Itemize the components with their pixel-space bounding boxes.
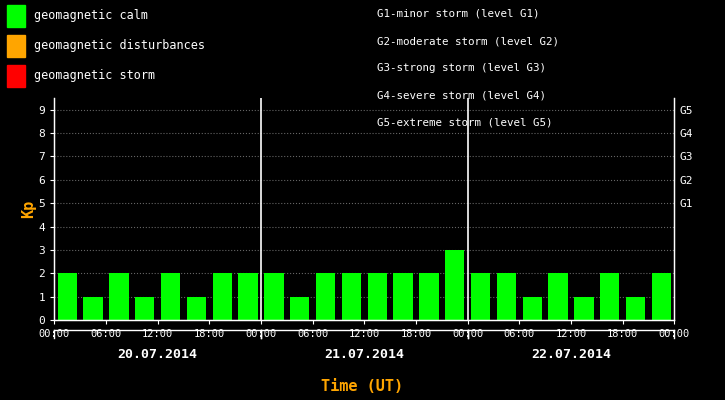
Bar (626, 297, 645, 320)
Bar (135, 297, 154, 320)
Text: Time (UT): Time (UT) (321, 379, 404, 394)
Bar (161, 273, 181, 320)
Bar (548, 273, 568, 320)
Text: G5-extreme storm (level G5): G5-extreme storm (level G5) (377, 118, 552, 128)
Bar (600, 273, 619, 320)
Bar (368, 273, 387, 320)
Text: G4-severe storm (level G4): G4-severe storm (level G4) (377, 91, 546, 101)
Bar (523, 297, 542, 320)
Bar (57, 273, 77, 320)
Y-axis label: Kp: Kp (21, 200, 36, 218)
Bar (109, 273, 128, 320)
Text: G3-strong storm (level G3): G3-strong storm (level G3) (377, 64, 546, 74)
Bar (471, 273, 490, 320)
Bar (290, 297, 310, 320)
Bar (239, 273, 258, 320)
Text: G2-moderate storm (level G2): G2-moderate storm (level G2) (377, 36, 559, 46)
Text: 20.07.2014: 20.07.2014 (117, 348, 198, 360)
Bar (652, 273, 671, 320)
Text: 21.07.2014: 21.07.2014 (324, 348, 405, 360)
Bar (341, 273, 361, 320)
Bar (83, 297, 103, 320)
Bar (574, 297, 594, 320)
Text: geomagnetic storm: geomagnetic storm (34, 70, 155, 82)
Bar (419, 273, 439, 320)
Bar (187, 297, 206, 320)
Text: G1-minor storm (level G1): G1-minor storm (level G1) (377, 9, 539, 19)
Bar (264, 273, 283, 320)
Text: geomagnetic calm: geomagnetic calm (34, 10, 148, 22)
Bar (445, 250, 465, 320)
Text: geomagnetic disturbances: geomagnetic disturbances (34, 40, 205, 52)
Bar (497, 273, 516, 320)
Bar (394, 273, 413, 320)
Bar (316, 273, 335, 320)
Text: 22.07.2014: 22.07.2014 (531, 348, 611, 360)
Bar (212, 273, 232, 320)
